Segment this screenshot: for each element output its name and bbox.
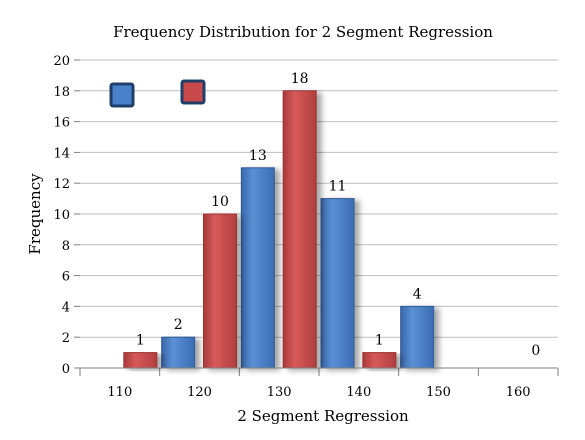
- data-label: 4: [413, 286, 422, 302]
- x-axis-title: 2 Segment Regression: [237, 407, 409, 425]
- bar-series-1-130: [240, 167, 275, 369]
- x-axis-ticks: 110 120 130 140 150 160: [79, 368, 559, 400]
- y-axis-title: Frequency: [26, 173, 44, 255]
- y-axis-ticks: 0 2 4 6 8 10 12 14 16 18 20: [53, 54, 80, 377]
- y-tick-label: 16: [53, 116, 70, 131]
- x-tick-label: 150: [426, 385, 451, 400]
- y-tick-label: 14: [53, 146, 70, 161]
- x-tick-label: 110: [107, 385, 132, 400]
- x-tick-label: 130: [267, 385, 292, 400]
- data-label: 11: [329, 179, 347, 195]
- bar-series-1-140: [320, 198, 355, 369]
- bars: [123, 90, 435, 369]
- data-labels: 2 13 11 4 0 1 10 18 1: [136, 71, 540, 359]
- legend: [109, 79, 206, 108]
- x-tick-label: 140: [346, 385, 371, 400]
- y-tick-label: 0: [62, 362, 70, 377]
- y-tick-label: 20: [53, 54, 70, 69]
- x-tick-label: 120: [187, 385, 212, 400]
- legend-swatch-series-2: [180, 79, 206, 105]
- y-tick-label: 8: [62, 239, 70, 254]
- x-tick-label: 160: [506, 385, 531, 400]
- y-tick-label: 10: [53, 208, 70, 223]
- y-tick-label: 2: [62, 331, 70, 346]
- y-tick-label: 12: [53, 177, 70, 192]
- bar-series-2-140: [362, 352, 397, 369]
- gridlines: [80, 59, 558, 338]
- data-label: 1: [136, 333, 145, 349]
- bar-series-2-130: [282, 90, 317, 369]
- y-tick-label: 6: [62, 270, 70, 285]
- data-label: 10: [211, 194, 229, 210]
- legend-swatch-series-1: [109, 82, 135, 108]
- y-tick-label: 18: [53, 85, 70, 100]
- bar-series-2-110: [123, 352, 158, 369]
- bar-series-1-150: [400, 305, 435, 369]
- chart-title: Frequency Distribution for 2 Segment Reg…: [113, 23, 493, 41]
- data-label: 1: [375, 333, 384, 349]
- data-label: 0: [531, 343, 540, 359]
- bar-series-1-120: [161, 336, 196, 369]
- y-tick-label: 4: [62, 300, 70, 315]
- bar-series-2-120: [203, 213, 237, 369]
- data-label: 18: [291, 71, 309, 87]
- data-label: 13: [249, 148, 267, 164]
- data-label: 2: [174, 317, 183, 333]
